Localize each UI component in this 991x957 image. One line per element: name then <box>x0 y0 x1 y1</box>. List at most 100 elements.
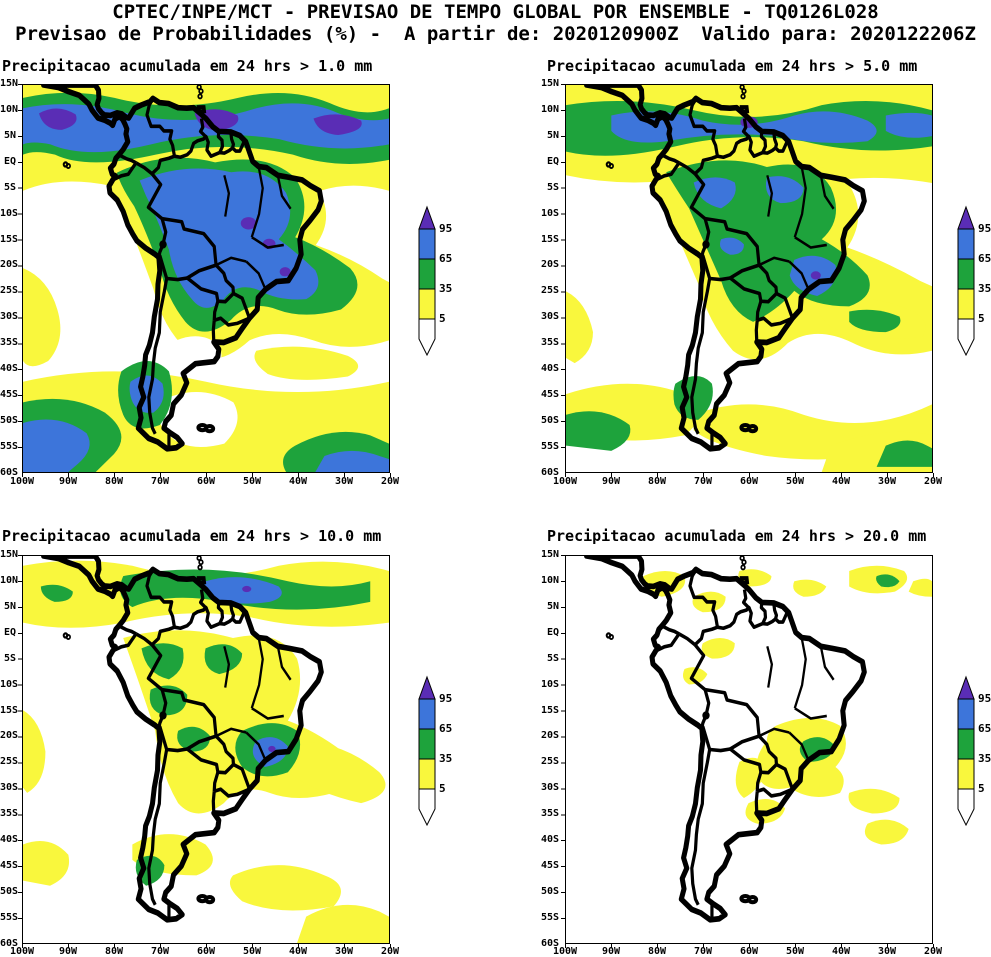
panel-4-title: Precipitacao acumulada em 24 hrs > 20.0 … <box>547 527 927 545</box>
probability-colorbar: 95 65 35 5 <box>417 675 463 827</box>
lat-axis: 15N 10N 5N EQ 5S 10S 15S 20S 25S 30S 35S 40S 45S 50S 5… <box>0 549 19 950</box>
lat-tick-label: 35S <box>0 337 19 349</box>
lat-tick-label: 50S <box>0 885 19 897</box>
lat-tick-label: 5N <box>3 129 16 141</box>
lat-tick-label: 15N <box>540 549 559 560</box>
lon-tick-label: 20W <box>923 946 943 957</box>
lat-tick-label: 10N <box>0 103 19 115</box>
colorbar-label: 5 <box>439 312 446 325</box>
lat-axis: 15N 10N 5N EQ 5S 10S 15S 20S 25S 30S 35S 40S 45S 50S 5… <box>0 78 19 479</box>
lon-tick-label: 40W <box>288 476 308 487</box>
lat-tick-label: 15S <box>0 704 19 716</box>
lat-tick-label: 15S <box>540 704 559 716</box>
colorbar-label: 65 <box>439 252 453 265</box>
lat-tick-label: 10S <box>540 678 559 690</box>
prob-5-35-areas <box>643 565 932 845</box>
prob-65-95-areas <box>201 577 288 768</box>
lat-tick-label: 25S <box>540 285 559 297</box>
lat-tick-label: EQ <box>546 626 559 638</box>
lat-tick-label: EQ <box>3 155 16 167</box>
lat-tick-label: 15N <box>0 549 19 560</box>
lon-tick-marks <box>22 944 391 948</box>
lat-tick-label: 45S <box>540 860 559 872</box>
lon-tick-label: 80W <box>647 476 667 487</box>
lon-axis: 100W 90W 80W 70W 60W 50W 40W 30W 20W <box>2 947 410 957</box>
lon-tick-label: 90W <box>58 946 78 957</box>
lat-tick-label: 60S <box>0 937 19 949</box>
lon-tick-label: 80W <box>104 946 124 957</box>
lat-tick-label: 55S <box>540 440 559 452</box>
lat-tick-label: 50S <box>0 414 19 426</box>
panel-2-title: Precipitacao acumulada em 24 hrs > 5.0 m… <box>547 57 918 75</box>
lon-tick-label: 80W <box>104 476 124 487</box>
lon-tick-label: 50W <box>242 476 262 487</box>
lon-axis: 100W 90W 80W 70W 60W 50W 40W 30W 20W <box>2 477 410 487</box>
colorbar-label: 5 <box>439 782 446 795</box>
lat-tick-label: 50S <box>540 414 559 426</box>
lat-tick-label: 30S <box>540 311 559 323</box>
lat-tick-label: 60S <box>540 466 559 478</box>
lon-tick-label: 20W <box>923 476 943 487</box>
colorbar-scale <box>418 205 436 357</box>
lat-axis: 15N 10N 5N EQ 5S 10S 15S 20S 25S 30S 35S 40S 45S 50S 5… <box>532 549 559 950</box>
lat-tick-label: 45S <box>540 389 559 401</box>
lat-tick-label: 5N <box>3 600 16 612</box>
lat-tick-label: 50S <box>540 885 559 897</box>
lat-tick-label: 55S <box>0 911 19 923</box>
lon-tick-label: 40W <box>831 476 851 487</box>
lat-tick-label: 30S <box>0 782 19 794</box>
lon-tick-label: 40W <box>831 946 851 957</box>
map-precip-gt-20mm <box>565 555 933 944</box>
lat-tick-label: 30S <box>0 311 19 323</box>
lon-tick-label: 20W <box>380 476 400 487</box>
map-precip-gt-10mm <box>22 555 390 944</box>
panel-3-title: Precipitacao acumulada em 24 hrs > 10.0 … <box>2 527 382 545</box>
lon-axis: 100W 90W 80W 70W 60W 50W 40W 30W 20W <box>545 947 953 957</box>
lon-tick-label: 60W <box>196 476 216 487</box>
lat-tick-label: 25S <box>540 756 559 768</box>
panel-1-title: Precipitacao acumulada em 24 hrs > 1.0 m… <box>2 57 373 75</box>
lon-tick-label: 60W <box>739 476 759 487</box>
lat-axis: 15N 10N 5N EQ 5S 10S 15S 20S 25S 30S 35S 40S 45S 50S 5… <box>532 78 559 479</box>
prob-5-35-areas <box>23 560 389 943</box>
lon-tick-label: 70W <box>150 946 170 957</box>
page-title: CPTEC/INPE/MCT - PREVISAO DE TEMPO GLOBA… <box>112 1 879 23</box>
lat-tick-label: 60S <box>540 937 559 949</box>
lat-tick-label: EQ <box>3 626 16 638</box>
colorbar-label: 65 <box>439 722 453 735</box>
prob-above-95-cores <box>242 585 276 753</box>
colorbar-labels: 95 65 35 5 <box>439 222 452 326</box>
lat-tick-label: 10N <box>540 103 559 115</box>
prob-below-5-holes <box>156 193 389 448</box>
colorbar-label: 95 <box>439 222 453 235</box>
lon-tick-label: 100W <box>9 946 35 957</box>
lon-tick-label: 70W <box>150 476 170 487</box>
colorbar-label: 5 <box>978 312 985 325</box>
lat-tick-label: 15S <box>540 233 559 245</box>
lon-tick-marks <box>565 473 934 477</box>
lat-tick-label: 25S <box>0 756 19 768</box>
lat-tick-label: 5N <box>546 129 559 141</box>
lat-tick-label: 5N <box>546 600 559 612</box>
colorbar-labels: 95 65 35 5 <box>439 692 452 796</box>
colorbar-label: 95 <box>439 692 453 705</box>
lon-tick-label: 70W <box>693 946 713 957</box>
lat-tick-marks <box>561 555 565 944</box>
colorbar-scale <box>957 205 975 357</box>
prob-65-95-areas <box>611 111 932 297</box>
lon-tick-label: 90W <box>601 476 621 487</box>
colorbar-label: 35 <box>439 282 453 295</box>
lat-tick-label: 35S <box>0 808 19 820</box>
colorbar-label: 95 <box>978 692 991 705</box>
lat-tick-marks <box>18 555 22 944</box>
colorbar-label: 35 <box>978 282 991 295</box>
colorbar-scale <box>418 675 436 827</box>
lat-tick-label: 30S <box>540 782 559 794</box>
lat-tick-label: 5S <box>3 181 16 193</box>
map-precip-gt-1mm <box>22 84 390 473</box>
lat-tick-label: 20S <box>540 259 559 271</box>
lat-tick-label: 40S <box>0 363 19 375</box>
lat-tick-label: 40S <box>540 363 559 375</box>
lon-tick-label: 90W <box>58 476 78 487</box>
